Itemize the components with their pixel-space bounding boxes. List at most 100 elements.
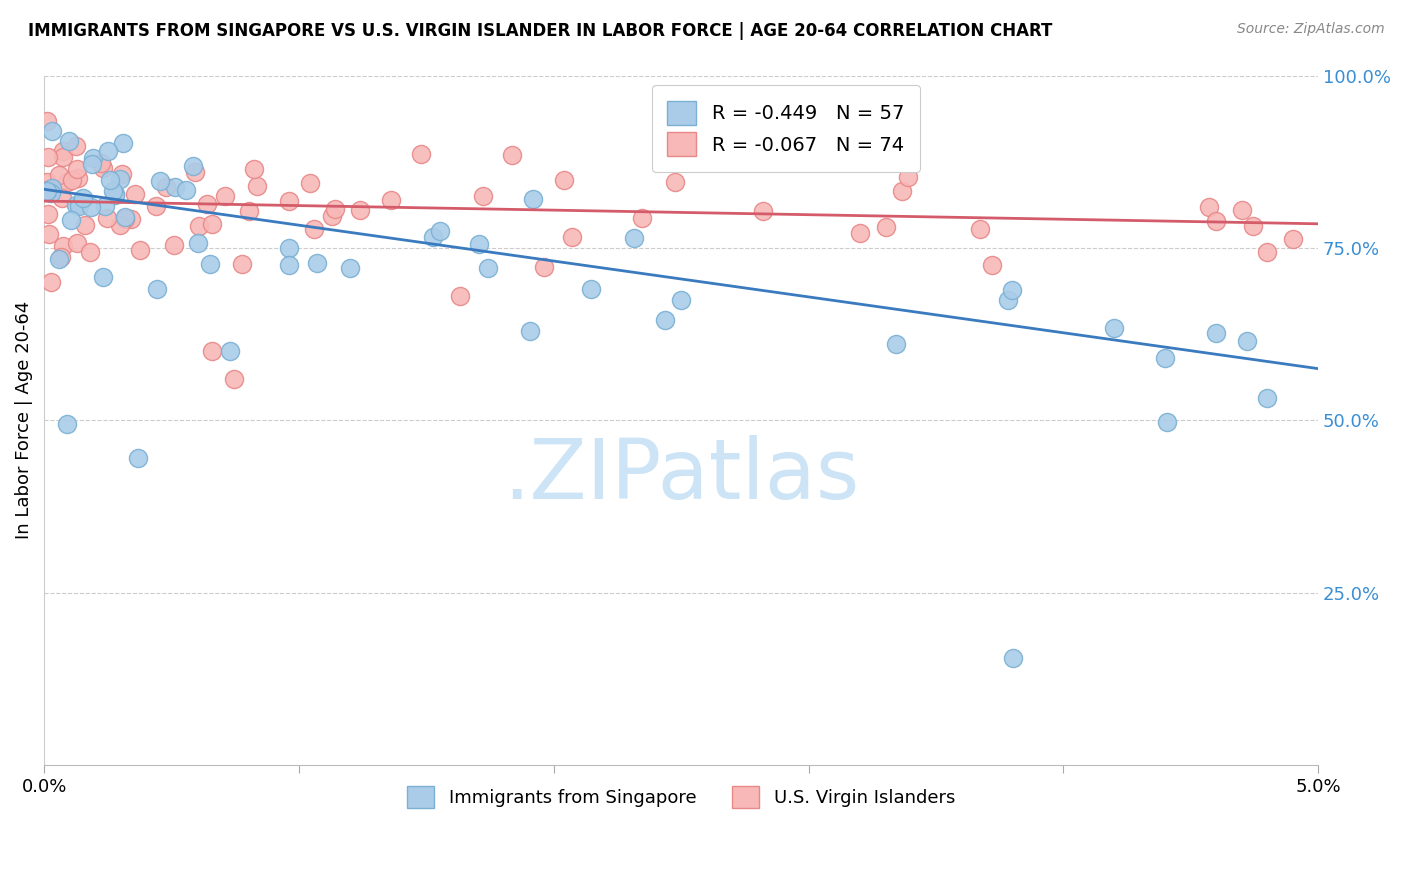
Point [1256,391,1278,405]
Point [201,217,224,231]
Point [218,344,240,359]
Point [664,175,686,189]
Point [114,212,136,227]
Point [48,168,70,182]
Point [409,147,432,161]
Point [52,144,75,158]
Point [1256,244,1278,259]
Point [82,151,104,165]
Point [37,207,59,221]
Point [875,220,897,235]
Point [114,210,136,224]
Point [997,293,1019,308]
Point [501,148,523,162]
Point [52,150,75,164]
Point [111,167,134,181]
Point [214,189,236,203]
Point [162,238,184,252]
Point [80,156,103,170]
Point [890,184,912,198]
Point [752,203,775,218]
Point [277,194,299,208]
Point [299,176,322,190]
Point [630,211,652,225]
Point [41,181,63,195]
Point [96,211,118,226]
Point [38,227,60,241]
Point [1154,351,1177,365]
Point [155,180,177,194]
Point [561,230,583,244]
Point [477,260,499,275]
Point [969,222,991,236]
Point [277,258,299,272]
Point [39,275,62,289]
Point [124,186,146,201]
Point [188,219,211,233]
Point [339,261,361,276]
Point [94,199,117,213]
Text: IMMIGRANTS FROM SINGAPORE VS U.S. VIRGIN ISLANDER IN LABOR FORCE | AGE 20-64 COR: IMMIGRANTS FROM SINGAPORE VS U.S. VIRGIN… [28,22,1053,40]
Point [1230,203,1253,218]
Point [468,237,491,252]
Point [183,165,205,179]
Point [66,236,89,251]
Point [93,161,115,176]
Point [231,257,253,271]
Point [66,161,89,176]
Point [72,191,94,205]
Point [1281,232,1303,246]
Point [48,252,70,266]
Point [321,209,343,223]
Point [41,124,63,138]
Point [422,230,444,244]
Point [246,178,269,193]
Point [79,245,101,260]
Point [146,282,169,296]
Point [471,188,494,202]
Point [198,257,221,271]
Point [579,282,602,296]
Point [91,269,114,284]
Point [79,201,101,215]
Point [104,187,127,202]
Y-axis label: In Labor Force | Age 20-64: In Labor Force | Age 20-64 [15,301,32,540]
Point [101,184,124,198]
Point [304,222,326,236]
Point [165,179,187,194]
Point [1001,651,1024,665]
Point [90,155,112,169]
Legend: Immigrants from Singapore, U.S. Virgin Islanders: Immigrants from Singapore, U.S. Virgin I… [399,779,963,814]
Point [1104,321,1126,335]
Point [65,197,87,211]
Point [127,451,149,466]
Text: .ZIPatlas: .ZIPatlas [503,435,859,516]
Point [849,226,872,240]
Point [39,186,62,201]
Point [238,204,260,219]
Point [195,197,218,211]
Point [533,260,555,275]
Point [52,239,75,253]
Point [35,184,58,198]
Point [187,236,209,251]
Point [59,212,82,227]
Point [1236,334,1258,348]
Point [65,139,87,153]
Point [278,240,301,254]
Point [429,224,451,238]
Point [37,150,59,164]
Point [120,211,142,226]
Point [1156,415,1178,429]
Point [35,185,58,199]
Point [108,219,131,233]
Point [349,203,371,218]
Point [669,293,692,307]
Point [884,336,907,351]
Point [380,193,402,207]
Point [111,136,134,150]
Point [104,187,127,202]
Point [1205,326,1227,340]
Point [66,171,89,186]
Point [1198,201,1220,215]
